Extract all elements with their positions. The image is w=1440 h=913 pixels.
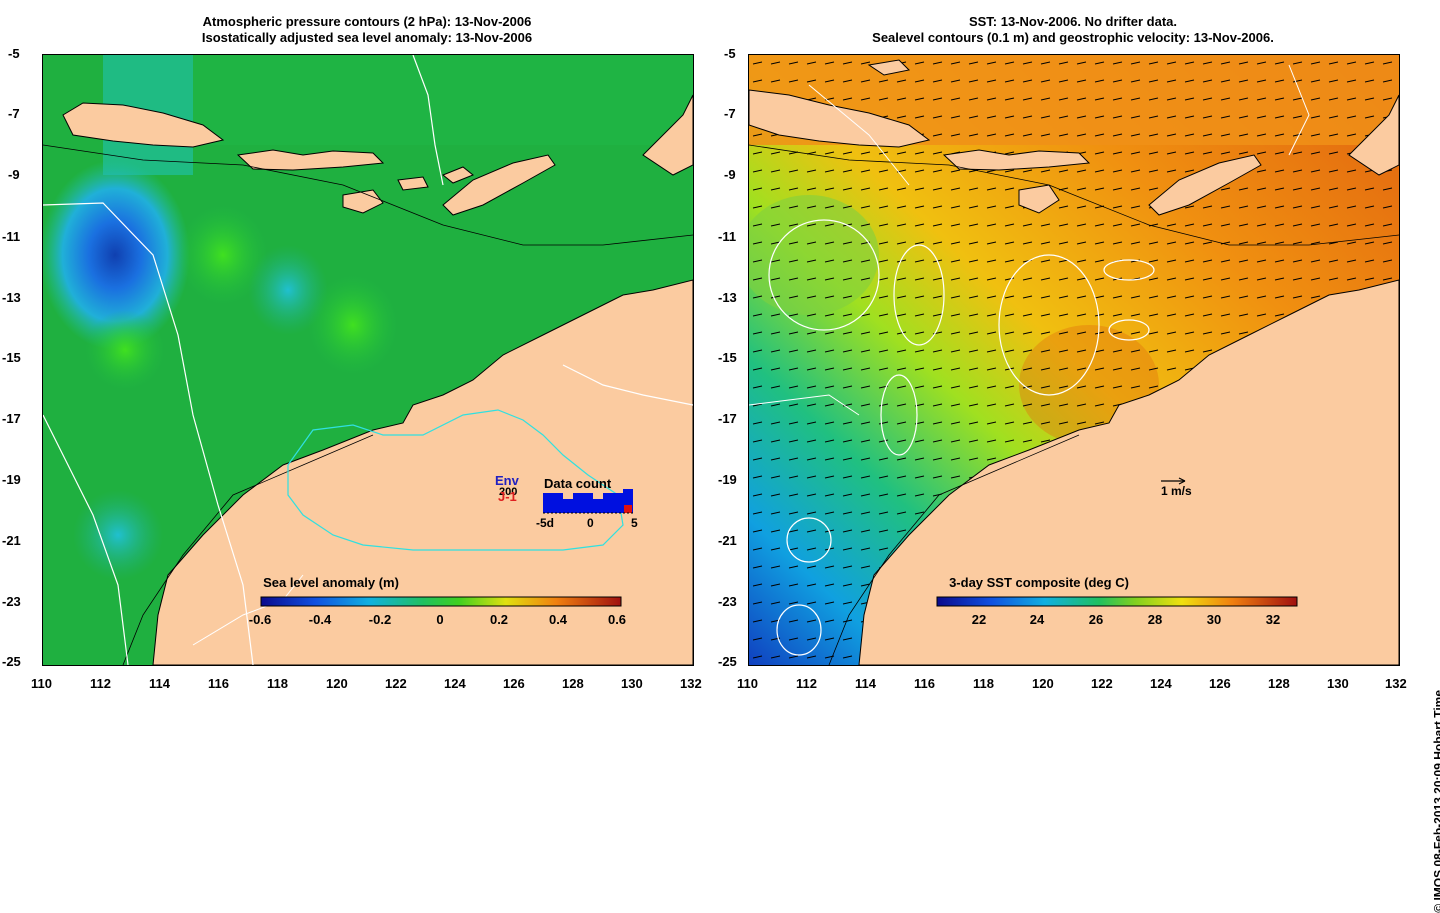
y-tick: -17 xyxy=(2,411,21,426)
inset-xtick: 5 xyxy=(631,516,638,530)
sla-cbar-tick: 0.4 xyxy=(548,612,568,627)
x-tick: 132 xyxy=(680,676,702,691)
x-tick: 124 xyxy=(1150,676,1172,691)
x-tick: 110 xyxy=(737,676,758,691)
velocity-scale-label: 1 m/s xyxy=(1161,484,1192,498)
credit-text: © IMOS 08-Feb-2013 20:09 Hobart Time xyxy=(1432,690,1440,913)
sst-cbar-tick: 22 xyxy=(971,612,987,627)
x-tick: 112 xyxy=(796,676,817,691)
x-tick: 116 xyxy=(914,676,935,691)
y-tick: -5 xyxy=(8,46,20,61)
left-panel-title: Atmospheric pressure contours (2 hPa): 1… xyxy=(42,14,692,46)
sst-cbar-tick: 26 xyxy=(1088,612,1104,627)
sst-cbar-tick: 24 xyxy=(1029,612,1045,627)
x-tick: 120 xyxy=(326,676,348,691)
y-tick: -21 xyxy=(718,533,737,548)
data-count-inset: Env 200 J-1 Data count -5d 0 5 xyxy=(495,473,638,530)
inset-bar xyxy=(583,493,593,513)
x-tick: 114 xyxy=(855,676,876,691)
x-tick: 120 xyxy=(1032,676,1054,691)
left-title-line2: Isostatically adjusted sea level anomaly… xyxy=(201,30,533,45)
x-tick: 114 xyxy=(149,676,170,691)
x-tick: 116 xyxy=(208,676,229,691)
sea-level-anomaly-map: Env 200 J-1 Data count -5d 0 5 Sea leve xyxy=(42,54,694,666)
inset-bar xyxy=(593,499,603,513)
x-tick: 118 xyxy=(267,676,288,691)
x-tick: 130 xyxy=(621,676,643,691)
left-title-line1: Atmospheric pressure contours (2 hPa): 1… xyxy=(202,14,532,29)
right-title-line1: SST: 13-Nov-2006. No drifter data. xyxy=(968,14,1178,29)
x-tick: 122 xyxy=(1091,676,1113,691)
sla-cbar-tick: 0 xyxy=(436,612,444,627)
y-tick: -19 xyxy=(2,472,21,487)
y-tick: -7 xyxy=(724,106,736,121)
y-tick: -13 xyxy=(2,290,21,305)
sla-cbar-tick: -0.2 xyxy=(368,612,392,627)
inset-title: Data count xyxy=(544,476,612,491)
x-tick: 118 xyxy=(973,676,994,691)
y-tick: -9 xyxy=(8,167,20,182)
sst-colorbar-title: 3-day SST composite (deg C) xyxy=(949,575,1129,590)
y-tick: -13 xyxy=(718,290,737,305)
y-tick: -25 xyxy=(2,654,21,669)
sla-cbar-tick: -0.4 xyxy=(308,612,332,627)
sst-colorbar xyxy=(936,596,1298,607)
inset-bar xyxy=(563,499,573,513)
y-tick: -25 xyxy=(718,654,737,669)
right-panel-title: SST: 13-Nov-2006. No drifter data. Seale… xyxy=(748,14,1398,46)
y-tick: -9 xyxy=(724,167,736,182)
sst-cbar-tick: 32 xyxy=(1265,612,1281,627)
x-tick: 126 xyxy=(1209,676,1231,691)
x-tick: 122 xyxy=(385,676,407,691)
inset-label-j1: J-1 xyxy=(498,489,517,504)
sst-cbar-tick: 28 xyxy=(1147,612,1163,627)
sla-cbar-tick: -0.6 xyxy=(248,612,272,627)
inset-bar xyxy=(613,493,623,513)
y-tick: -11 xyxy=(2,229,21,244)
inset-bars xyxy=(543,489,633,513)
y-tick: -5 xyxy=(724,46,736,61)
x-tick: 128 xyxy=(1268,676,1290,691)
y-tick: -7 xyxy=(8,106,20,121)
sla-colorbar xyxy=(260,596,622,607)
sst-map-graphic: 1 m/s 3-day SST composite (deg C) xyxy=(749,55,1399,665)
colorbar-title: Sea level anomaly (m) xyxy=(263,575,399,590)
sst-cbar-tick: 30 xyxy=(1206,612,1222,627)
x-tick: 110 xyxy=(31,676,52,691)
inset-bar xyxy=(553,493,563,513)
inset-xtick: -5d xyxy=(536,516,554,530)
sla-cbar-tick: 0.6 xyxy=(607,612,627,627)
inset-bar xyxy=(603,493,613,513)
inset-bar xyxy=(573,493,583,513)
inset-label-count: 200 xyxy=(499,486,517,498)
x-tick: 124 xyxy=(444,676,466,691)
y-tick: -19 xyxy=(718,472,737,487)
x-tick: 130 xyxy=(1327,676,1349,691)
y-tick: -23 xyxy=(718,594,737,609)
y-tick: -21 xyxy=(2,533,21,548)
right-title-line2: Sealevel contours (0.1 m) and geostrophi… xyxy=(872,30,1274,45)
x-tick: 132 xyxy=(1385,676,1407,691)
y-tick: -23 xyxy=(2,594,21,609)
x-tick: 126 xyxy=(503,676,525,691)
y-tick: -15 xyxy=(718,350,737,365)
y-tick: -11 xyxy=(718,229,737,244)
y-tick: -15 xyxy=(2,350,21,365)
inset-bar xyxy=(623,489,633,513)
sea-level-anomaly-map-graphic: Env 200 J-1 Data count -5d 0 5 Sea leve xyxy=(43,55,693,665)
x-tick: 128 xyxy=(562,676,584,691)
inset-bar-j1 xyxy=(624,505,632,513)
sst-map: 1 m/s 3-day SST composite (deg C) xyxy=(748,54,1400,666)
inset-label-env: Env xyxy=(495,473,520,488)
inset-xtick: 0 xyxy=(587,516,594,530)
inset-bar xyxy=(543,493,553,513)
x-tick: 112 xyxy=(90,676,111,691)
sla-cbar-tick: 0.2 xyxy=(489,612,509,627)
y-tick: -17 xyxy=(718,411,737,426)
